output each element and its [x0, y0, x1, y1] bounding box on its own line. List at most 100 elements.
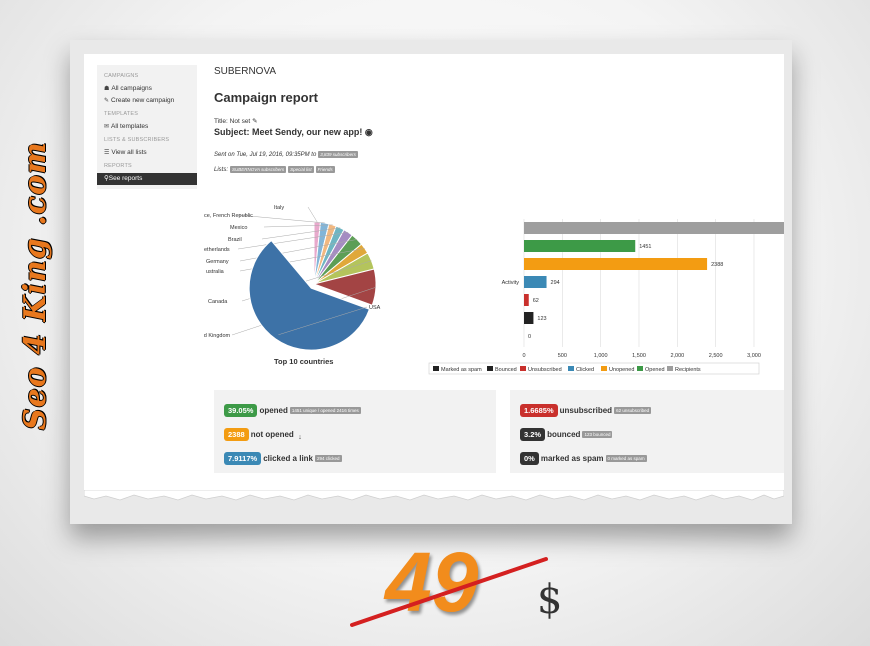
sidebar-item-label: Create new campaign [111, 97, 175, 104]
search-icon: ⚲ [104, 175, 109, 182]
sidebar-heading-lists: LISTS & SUBSCRIBERS [104, 137, 170, 143]
bar-bounced [524, 312, 534, 324]
list-icon: ☰ [104, 150, 110, 156]
sidebar-item-label: All campaigns [111, 85, 152, 92]
stat-bounced: 3.2% bounced 123 bounced [520, 426, 613, 444]
sidebar-item-view-lists[interactable]: ☰ View all lists [104, 149, 147, 156]
stat-label: bounced [547, 430, 581, 440]
sidebar-item-all-templates[interactable]: ✉ All templates [104, 123, 148, 130]
sent-info: Sent on Tue, Jul 19, 2016, 09:35PM to 3,8… [214, 151, 358, 158]
legend-swatch [487, 366, 493, 371]
x-tick-label: 3,000 [747, 353, 761, 359]
x-tick-label: 1,500 [632, 353, 646, 359]
sidebar-item-create-campaign[interactable]: ✎ Create new campaign [104, 97, 174, 104]
bar-value-label: 62 [533, 298, 539, 304]
x-tick-label: 2,500 [709, 353, 723, 359]
sidebar-item-see-reports[interactable]: ⚲See reports [97, 173, 197, 185]
stat-spam: 0% marked as spam 0 marked as spam [520, 450, 647, 468]
subject-text: Subject: Meet Sendy, our new app! [214, 127, 363, 137]
list-badge[interactable]: Special list [288, 166, 314, 173]
legend-swatch [433, 366, 439, 371]
x-tick-label: 2,000 [670, 353, 684, 359]
sidebar-item-label: See reports [108, 175, 143, 182]
country-pie-chart: Italy ce, French Republic Mexico Brazil ethe… [204, 205, 381, 351]
stats-panel-deliverability: 1.6685% unsubscribed 62 unsubscribed 3.2% b… [510, 390, 784, 473]
campaign-title-line: Title: Not set ✎ [214, 117, 258, 125]
x-tick-label: 0 [522, 353, 525, 359]
bar-unsubscribed [524, 294, 529, 306]
stat-pill: 39.05% [224, 404, 258, 418]
bar-recipients [524, 222, 784, 234]
x-tick-label: 1,000 [594, 353, 608, 359]
brand-watermark: Seo 4 King .com [18, 141, 53, 430]
sidebar-item-label: View all lists [111, 149, 147, 156]
home-icon: ☗ [104, 86, 110, 92]
pie-label: Italy [274, 205, 284, 211]
legend-label: Recipients [675, 367, 701, 373]
pie-label-connector [307, 206, 318, 223]
legend-label: Unsubscribed [528, 367, 562, 373]
bar-value-label: 294 [551, 280, 560, 286]
edit-icon: ✎ [104, 98, 110, 104]
legend-label: Clicked [576, 367, 594, 373]
pie-label: ustralia [206, 269, 225, 275]
bar-value-label: 123 [537, 316, 546, 322]
screenshot-frame: CAMPAIGNS ☗ All campaigns ✎ Create new cam… [70, 40, 792, 524]
pie-label-connector [263, 224, 333, 228]
page-title: Campaign report [214, 90, 319, 105]
pencil-icon[interactable]: ✎ [252, 118, 258, 125]
pie-label-connector [261, 227, 341, 240]
app-screen: CAMPAIGNS ☗ All campaigns ✎ Create new cam… [84, 54, 784, 494]
title-text: Title: Not set [214, 118, 251, 125]
x-tick-label: 500 [558, 353, 567, 359]
sidebar-item-all-campaigns[interactable]: ☗ All campaigns [104, 85, 152, 92]
pie-label-connector [237, 232, 349, 250]
sidebar-heading-campaigns: CAMPAIGNS [104, 73, 139, 79]
legend-swatch [667, 366, 673, 371]
sidebar-heading-templates: TEMPLATES [104, 111, 139, 117]
legend-swatch [568, 366, 574, 371]
stat-pill: 2388 [224, 428, 249, 442]
legend-label: Opened [645, 367, 665, 373]
legend-swatch [637, 366, 643, 371]
pie-label: Mexico [230, 225, 247, 231]
stat-label: marked as spam [540, 454, 604, 464]
stat-note: 294 clicked [315, 455, 342, 463]
bar-clicked [524, 276, 547, 288]
list-badge[interactable]: Friends [315, 166, 335, 173]
stat-note: 62 unsubscribed [614, 407, 652, 415]
download-icon[interactable]: ↓ [298, 434, 302, 441]
stats-panel-engagement: 39.05% opened 1451 unique / opened 2416 ti… [214, 390, 496, 473]
stat-label: not opened [250, 430, 294, 440]
legend-label: Bounced [495, 367, 517, 373]
stat-label: opened [259, 406, 288, 416]
bar-value-label: 0 [528, 334, 531, 340]
bar-value-label: 1451 [639, 244, 651, 250]
pie-label: Brazil [228, 237, 242, 243]
lists-label: Lists: [214, 167, 229, 174]
stat-pill: 0% [520, 452, 539, 466]
app-name: SUBERNOVA [214, 66, 277, 77]
pie-label: ited Kingdom [204, 333, 231, 339]
lists-info: Lists: SUBERNOVA subscribers Special list F… [214, 166, 335, 173]
stat-note: 0 marked as spam [605, 455, 647, 463]
stat-pill: 7.9117% [224, 452, 262, 466]
pie-label: USA [369, 305, 381, 311]
legend-label: Marked as spam [441, 367, 482, 373]
pie-label-connector [278, 306, 368, 336]
sent-on-text: Sent on Tue, Jul 19, 2016, 09:35PM to [214, 152, 317, 159]
envelope-icon: ✉ [104, 124, 110, 130]
stat-note: 1451 unique / opened 2416 times [289, 407, 361, 415]
legend-swatch [520, 366, 526, 371]
list-badge[interactable]: SUBERNOVA subscribers [230, 166, 287, 173]
pie-title: Top 10 countries [274, 357, 334, 366]
eye-icon[interactable]: ◉ [364, 127, 373, 137]
sidebar-item-label: All templates [111, 123, 149, 130]
sidebar: CAMPAIGNS ☗ All campaigns ✎ Create new cam… [97, 65, 197, 189]
pie-label: etherlands [204, 247, 230, 253]
price-strike-line [350, 557, 548, 627]
sidebar-heading-reports: REPORTS [104, 163, 132, 169]
pie-label-connector [237, 214, 325, 224]
stat-clicked: 7.9117% clicked a link 294 clicked [224, 450, 342, 468]
subject-line: Subject: Meet Sendy, our new app! ◉ [214, 127, 373, 138]
